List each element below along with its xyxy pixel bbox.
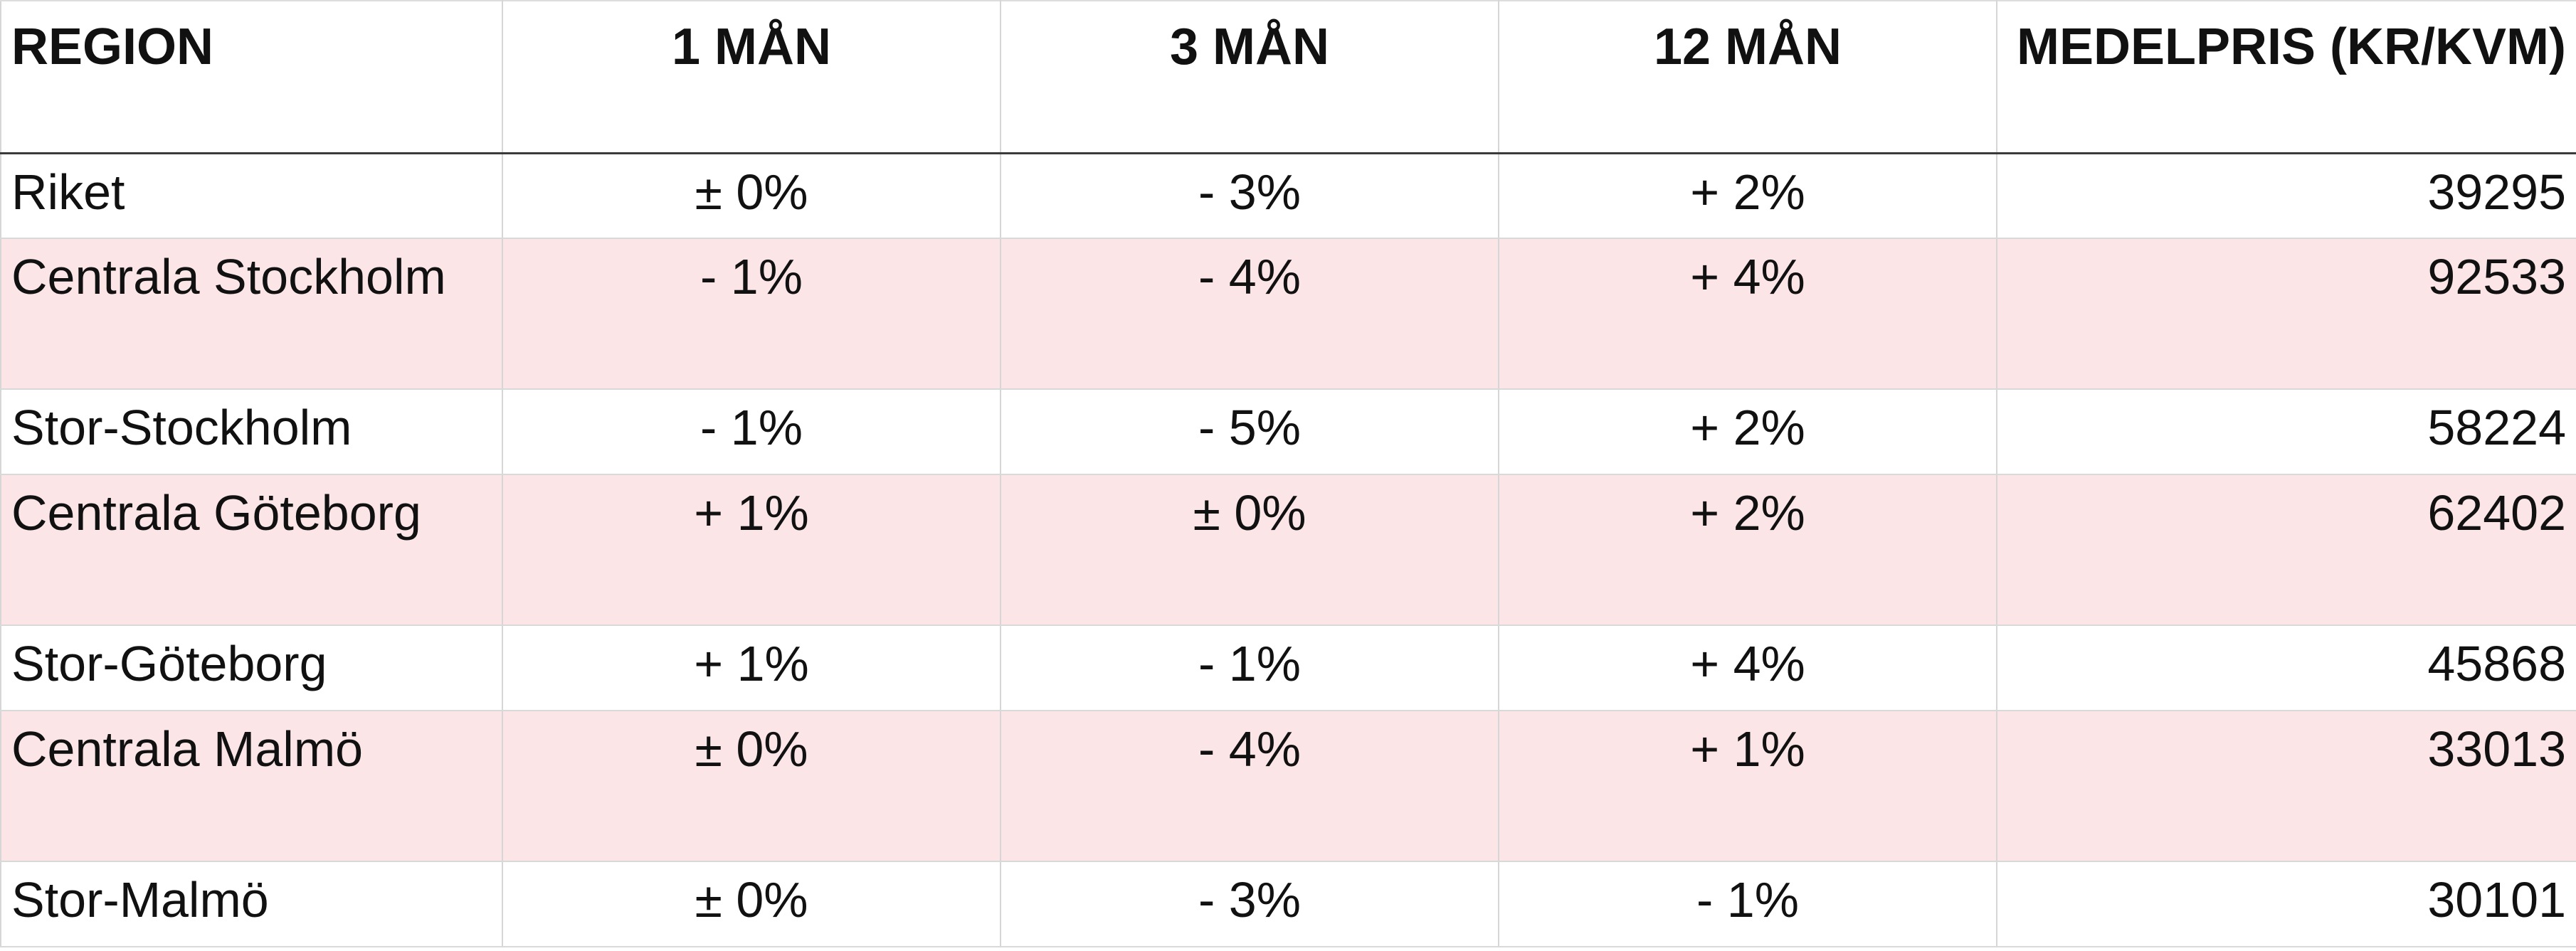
cell-1-month: ± 0%: [502, 710, 1001, 862]
table-row: Riket ± 0% - 3% + 2% 39295: [0, 152, 2576, 239]
cell-region: Centrala Göteborg: [0, 474, 503, 626]
header-row: REGION 1 MÅN 3 MÅN 12 MÅN MEDELPRIS (KR/…: [0, 0, 2576, 154]
cell-average-price: 33013: [1996, 710, 2576, 862]
cell-region: Stor-Malmö: [0, 861, 503, 947]
cell-1-month: - 1%: [502, 388, 1001, 475]
cell-1-month: + 1%: [502, 625, 1001, 711]
header-12-months: 12 MÅN: [1498, 0, 1997, 154]
cell-region: Centrala Malmö: [0, 710, 503, 862]
cell-3-months: - 5%: [1000, 388, 1499, 475]
cell-region: Riket: [0, 152, 503, 239]
cell-average-price: 30101: [1996, 861, 2576, 947]
cell-1-month: - 1%: [502, 238, 1001, 390]
header-region: REGION: [0, 0, 503, 154]
cell-average-price: 62402: [1996, 474, 2576, 626]
cell-3-months: - 1%: [1000, 625, 1499, 711]
cell-3-months: - 4%: [1000, 238, 1499, 390]
table-header: REGION 1 MÅN 3 MÅN 12 MÅN MEDELPRIS (KR/…: [0, 0, 2576, 154]
cell-12-months: + 4%: [1498, 625, 1997, 711]
cell-average-price: 45868: [1996, 625, 2576, 711]
header-average-price: MEDELPRIS (KR/KVM): [1996, 0, 2576, 154]
cell-12-months: - 1%: [1498, 861, 1997, 947]
table-row: Centrala Göteborg + 1% ± 0% + 2% 62402: [0, 474, 2576, 626]
cell-3-months: - 3%: [1000, 152, 1499, 239]
cell-region: Centrala Stockholm: [0, 238, 503, 390]
cell-1-month: ± 0%: [502, 861, 1001, 947]
header-1-month: 1 MÅN: [502, 0, 1001, 154]
cell-12-months: + 2%: [1498, 152, 1997, 239]
cell-3-months: - 3%: [1000, 861, 1499, 947]
table-row: Centrala Malmö ± 0% - 4% + 1% 33013: [0, 710, 2576, 862]
table-row: Stor-Malmö ± 0% - 3% - 1% 30101: [0, 861, 2576, 947]
cell-average-price: 39295: [1996, 152, 2576, 239]
cell-12-months: + 1%: [1498, 710, 1997, 862]
cell-3-months: - 4%: [1000, 710, 1499, 862]
cell-region: Stor-Göteborg: [0, 625, 503, 711]
cell-3-months: ± 0%: [1000, 474, 1499, 626]
cell-region: Stor-Stockholm: [0, 388, 503, 475]
header-3-months: 3 MÅN: [1000, 0, 1499, 154]
cell-12-months: + 4%: [1498, 238, 1997, 390]
cell-12-months: + 2%: [1498, 388, 1997, 475]
table-row: Stor-Göteborg + 1% - 1% + 4% 45868: [0, 625, 2576, 711]
cell-average-price: 92533: [1996, 238, 2576, 390]
table-body: Riket ± 0% - 3% + 2% 39295 Centrala Stoc…: [0, 152, 2576, 947]
cell-1-month: ± 0%: [502, 152, 1001, 239]
table-row: Centrala Stockholm - 1% - 4% + 4% 92533: [0, 238, 2576, 390]
table-row: Stor-Stockholm - 1% - 5% + 2% 58224: [0, 388, 2576, 475]
cell-1-month: + 1%: [502, 474, 1001, 626]
cell-average-price: 58224: [1996, 388, 2576, 475]
cell-12-months: + 2%: [1498, 474, 1997, 626]
